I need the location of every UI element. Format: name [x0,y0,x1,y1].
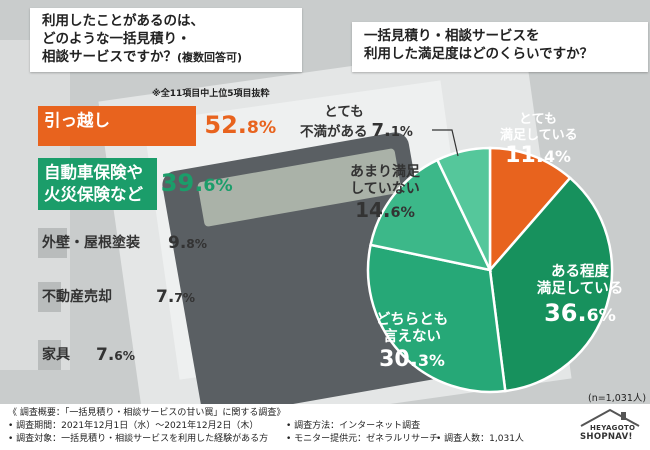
bar-value-dec: 8% [186,237,208,251]
logo-top-text: HEYAGOTO [590,424,636,432]
logo-bottom-text: SHOPNAV! [580,432,633,442]
pie-slice-value: 7.1% [371,120,413,142]
heyagoto-logo-house-icon [580,408,640,427]
bar [38,158,157,210]
footer-method: • 調査方法：インターネット調査 [286,421,421,431]
bar-category-line: 家具 [42,347,70,363]
pie-slice-label-line: どちらとも [375,312,449,328]
pie-slice-label-line: 満足している [500,127,578,143]
pie-slice-label-line: ある程度 [551,264,609,280]
survey-footer: 《 調査概要：「一括見積り・相談サービスの甘い罠」に関する調査》 • 調査期間：… [0,404,650,450]
pie-slice-value: 14.6% [355,197,415,222]
bar-value-int: 52. [204,111,247,139]
left-title-line3: 相談サービスですか？ [42,49,177,65]
footer-provider: • モニター提供元：ゼネラルリサーチ [286,434,439,444]
bar [38,228,68,258]
pie-slice [435,146,492,271]
bar-value-label: 39.6% [161,169,233,197]
bar [38,106,197,146]
bar-value-label: 9.8% [168,233,207,253]
pie-slice-value: 30.3% [379,346,445,372]
pie-slice-label-line: 満足している [536,281,624,298]
pie-slice-label-line: していない [350,180,420,197]
footer-overview: 《 調査概要：「一括見積り・相談サービスの甘い罠」に関する調査》 [8,408,286,418]
bar-value-dec: 7% [174,291,196,305]
bar-value-label: 7.6% [96,345,135,365]
bar [38,340,61,370]
bar-category-line: 引っ越し [44,111,110,130]
left-title-note: (複数回答可) [177,51,243,64]
sample-size-note: (n=1,031人) [588,393,647,404]
pie-slice [366,243,507,394]
bar-value-int: 7. [156,287,175,307]
bar-category-line: 不動産売却 [42,289,112,305]
pie-slice-label-line: 言えない [383,329,441,346]
footer-target: • 調査対象：一括見積り・相談サービスを利用した経験がある方 [8,434,269,444]
top-items-note: ※全11項目中上位5項目抜粋 [152,89,270,99]
pie-slice-value: 36.6% [544,298,616,327]
logo-text: HEYAGOTO SHOPNAV! [580,424,635,442]
bar-value-dec: 8% [246,118,277,138]
pie-slice-label: あまり満足 していない 14.6% [330,164,440,222]
pie-slice-label-line: 不満がある 7.1% [300,120,413,142]
pie-slice [369,158,493,272]
bar-category-line: 外壁・屋根塗装 [42,235,140,251]
left-title-line2: どのような一括見積り・ [42,31,191,47]
bar-category-label: 引っ越し [38,106,110,132]
pie-slice-value: 11.4% [505,143,571,169]
right-title-line1: 一括見積り・相談サービスを [364,28,540,44]
footer-period: • 調査期間：2021年12月1日（水）〜2021年12月2日（木） [8,421,259,431]
right-title-line2: 利用した満足度はどのくらいですか？ [364,46,594,62]
bar-category-line: 自動車保険や [44,163,143,182]
bar-value-int: 39. [160,169,204,197]
pie-slice-label-line: とても [519,112,557,127]
bar-value-dec: 6% [203,176,233,196]
pie-slice [488,176,614,393]
pie-slice [488,146,572,274]
right-chart-title: 一括見積り・相談サービスを 利用した満足度はどのくらいですか？ [352,22,648,72]
left-title-line1: 利用したことがあるのは、 [42,13,204,29]
pie-slice-label-line: あまり満足 [350,164,420,180]
bar-category-label: 不動産売却 [38,282,112,306]
bar-category-label: 外壁・屋根塗装 [38,228,140,252]
bar-category-label: 家具 [38,340,70,364]
pie-slice-label: とても 不満がある 7.1% [300,104,413,142]
pie-leader-line [432,129,459,157]
bar-value-label: 7.7% [156,287,195,307]
bar-value-int: 7. [96,345,115,365]
pie-slice-label: とても 満足している 11.4% [500,112,578,170]
bar-value-int: 9. [168,233,187,253]
pie-slice-label-line: とても [324,104,364,120]
bar [38,282,62,312]
bar-category-line: 火災保険など [44,185,143,204]
pie-slice-label: ある程度 満足している 36.6% [525,264,635,328]
bar-category-label: 自動車保険や 火災保険など [38,158,143,206]
pie-slice-label: どちらとも 言えない 30.3% [352,312,472,373]
left-chart-title: 利用したことがあるのは、 どのような一括見積り・ 相談サービスですか？(複数回答… [30,8,302,72]
bar-value-label: 52.8% [204,111,276,139]
footer-count: • 調査人数：1,031人 [436,434,524,444]
bar-value-dec: 6% [114,349,136,363]
